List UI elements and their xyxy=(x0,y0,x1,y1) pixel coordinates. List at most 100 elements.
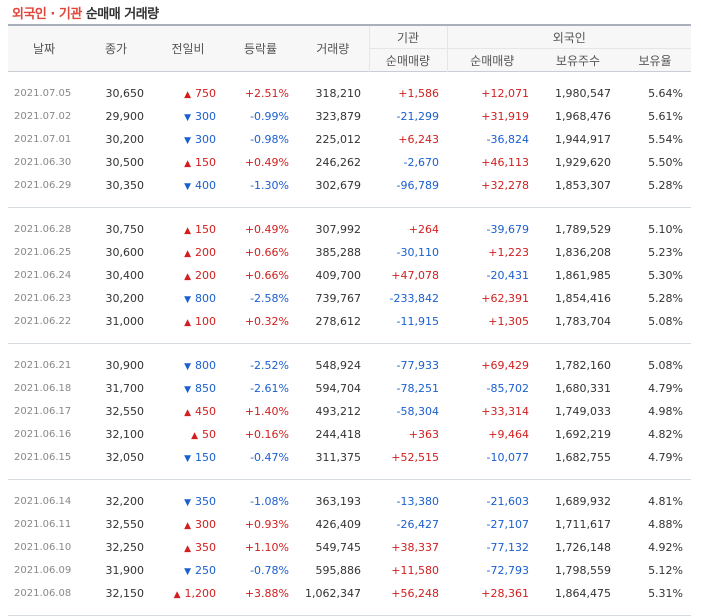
cell-change: ▲ 200 xyxy=(152,264,224,287)
cell-foreign-net: -27,107 xyxy=(486,518,529,531)
cell-volume: 363,193 xyxy=(315,495,362,508)
triangle-down-icon: ▼ xyxy=(184,113,191,123)
cell-rate: -0.47% xyxy=(250,451,289,464)
cell-foreign-net: +69,429 xyxy=(481,359,529,372)
cell-foreign-net: +33,314 xyxy=(481,405,529,418)
cell-rate: +2.51% xyxy=(244,87,289,100)
table-row: 2021.06.11 32,550 ▲ 300 +0.93% 426,409 -26,427… xyxy=(8,513,691,536)
cell-volume: 311,375 xyxy=(315,451,362,464)
cell-volume: 493,212 xyxy=(315,405,362,418)
cell-rate: -2.58% xyxy=(250,292,289,305)
triangle-down-icon: ▼ xyxy=(184,182,191,192)
cell-date: 2021.06.16 xyxy=(14,429,72,440)
cell-foreign-net: -72,793 xyxy=(486,564,529,577)
cell-holdings: 1,726,148 xyxy=(555,541,611,554)
table-header: 날짜 종가 전일비 등락률 거래량 기관 외국인 순매매량 순매매량 보유주수 … xyxy=(8,25,692,72)
cell-inst-net: +1,586 xyxy=(398,87,439,100)
cell-ratio: 5.31% xyxy=(648,587,684,600)
change-value: 800 xyxy=(195,359,216,372)
cell-inst-net: +38,337 xyxy=(391,541,439,554)
triangle-up-icon: ▲ xyxy=(184,408,191,418)
table-row: 2021.07.01 30,200 ▼ 300 -0.98% 225,012 +6,243 -… xyxy=(8,128,691,151)
cell-date: 2021.06.22 xyxy=(14,316,72,327)
cell-holdings: 1,711,617 xyxy=(555,518,611,531)
cell-inst-net: +56,248 xyxy=(391,587,439,600)
triangle-up-icon: ▲ xyxy=(184,272,191,282)
cell-date: 2021.06.10 xyxy=(14,542,72,553)
table-row: 2021.06.18 31,700 ▼ 850 -2.61% 594,704 -78,251… xyxy=(8,377,691,400)
cell-date: 2021.07.01 xyxy=(14,134,72,145)
cell-date: 2021.06.23 xyxy=(14,293,72,304)
cell-holdings: 1,783,704 xyxy=(555,315,611,328)
change-value: 150 xyxy=(195,223,216,236)
cell-change: ▼ 400 xyxy=(152,174,224,197)
group-spacer xyxy=(8,344,691,355)
cell-inst-net: -21,299 xyxy=(396,110,439,123)
cell-foreign-net: -20,431 xyxy=(486,269,529,282)
cell-rate: -0.78% xyxy=(250,564,289,577)
cell-ratio: 5.08% xyxy=(648,359,684,372)
table-row: 2021.06.09 31,900 ▼ 250 -0.78% 595,886 +11,580… xyxy=(8,559,691,582)
cell-rate: -2.61% xyxy=(250,382,289,395)
cell-volume: 302,679 xyxy=(315,179,362,192)
change-value: 100 xyxy=(195,315,216,328)
cell-volume: 307,992 xyxy=(315,223,362,236)
triangle-down-icon: ▼ xyxy=(184,295,191,305)
cell-ratio: 4.92% xyxy=(648,541,684,554)
cell-holdings: 1,692,219 xyxy=(555,428,611,441)
cell-ratio: 5.61% xyxy=(648,110,684,123)
cell-ratio: 4.82% xyxy=(648,428,684,441)
cell-inst-net: +6,243 xyxy=(398,133,439,146)
cell-inst-net: -233,842 xyxy=(389,292,439,305)
cell-volume: 278,612 xyxy=(315,315,362,328)
cell-volume: 1,062,347 xyxy=(305,587,361,600)
cell-rate: +0.49% xyxy=(244,223,289,236)
cell-ratio: 5.23% xyxy=(648,246,684,259)
header-ratio: 보유율 xyxy=(619,48,692,72)
change-value: 300 xyxy=(195,133,216,146)
cell-rate: +0.66% xyxy=(244,269,289,282)
cell-foreign-net: +46,113 xyxy=(481,156,529,169)
cell-holdings: 1,798,559 xyxy=(555,564,611,577)
group-spacer xyxy=(8,72,691,83)
cell-date: 2021.06.15 xyxy=(14,452,72,463)
header-date: 날짜 xyxy=(8,25,80,72)
table-row: 2021.06.28 30,750 ▲ 150 +0.49% 307,992 +264 -39… xyxy=(8,218,691,241)
triangle-down-icon: ▼ xyxy=(184,362,191,372)
group-spacer xyxy=(8,480,691,491)
cell-volume: 594,704 xyxy=(315,382,362,395)
cell-volume: 549,745 xyxy=(315,541,362,554)
cell-date: 2021.06.11 xyxy=(14,519,72,530)
cell-close: 31,900 xyxy=(105,564,145,577)
table-row: 2021.06.14 32,200 ▼ 350 -1.08% 363,193 -13,380… xyxy=(8,490,691,513)
cell-change: ▲ 50 xyxy=(152,423,224,446)
group-divider xyxy=(8,605,692,616)
cell-change: ▼ 800 xyxy=(152,287,224,310)
group-spacer xyxy=(8,208,691,219)
table-row: 2021.06.25 30,600 ▲ 200 +0.66% 385,288 -30,110… xyxy=(8,241,691,264)
cell-foreign-net: +12,071 xyxy=(481,87,529,100)
change-value: 350 xyxy=(195,541,216,554)
cell-change: ▲ 350 xyxy=(152,536,224,559)
change-value: 350 xyxy=(195,495,216,508)
cell-rate: -1.30% xyxy=(250,179,289,192)
cell-change: ▲ 750 xyxy=(152,82,224,105)
group-divider xyxy=(8,197,692,208)
cell-inst-net: -58,304 xyxy=(396,405,439,418)
cell-holdings: 1,782,160 xyxy=(555,359,611,372)
cell-volume: 409,700 xyxy=(315,269,362,282)
cell-date: 2021.06.21 xyxy=(14,360,72,371)
triangle-up-icon: ▲ xyxy=(184,318,191,328)
cell-close: 32,150 xyxy=(105,587,145,600)
cell-close: 32,200 xyxy=(105,495,145,508)
cell-inst-net: -77,933 xyxy=(396,359,439,372)
cell-rate: -1.08% xyxy=(250,495,289,508)
cell-close: 32,550 xyxy=(105,405,145,418)
cell-foreign-net: +32,278 xyxy=(481,179,529,192)
cell-volume: 318,210 xyxy=(315,87,362,100)
table-row: 2021.06.15 32,050 ▼ 150 -0.47% 311,375 +52,515… xyxy=(8,446,691,469)
cell-volume: 246,262 xyxy=(315,156,362,169)
triangle-up-icon: ▲ xyxy=(173,590,181,600)
cell-close: 30,600 xyxy=(105,246,145,259)
cell-foreign-net: +9,464 xyxy=(488,428,529,441)
